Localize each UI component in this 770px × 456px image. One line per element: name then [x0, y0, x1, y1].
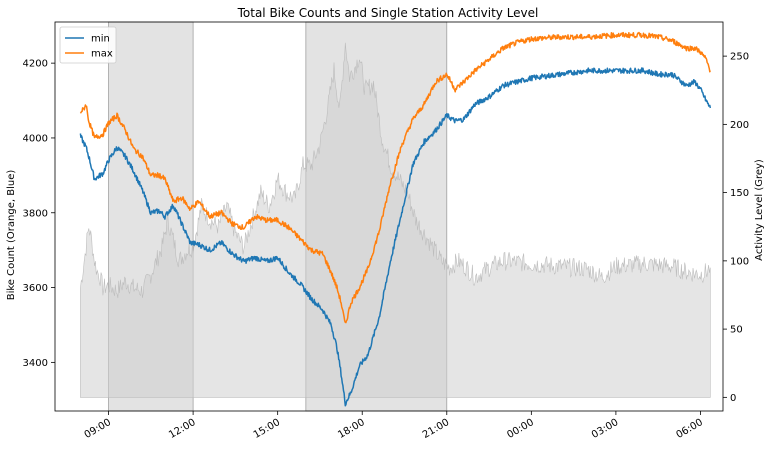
chart-title: Total Bike Counts and Single Station Act… [237, 6, 539, 20]
x-tick-label: 03:00 [590, 417, 620, 441]
left-y-tick-label: 3600 [23, 283, 48, 294]
right-y-tick-label: 250 [730, 52, 749, 63]
x-tick-label: 12:00 [167, 417, 197, 441]
plot-frame [54, 21, 724, 412]
legend-label-max: max [91, 49, 113, 60]
left-y-tick-label: 3400 [23, 358, 48, 369]
x-tick-label: 06:00 [674, 417, 704, 441]
x-tick-label: 00:00 [505, 417, 535, 441]
legend-box [59, 26, 117, 64]
x-tick-label: 21:00 [421, 417, 451, 441]
right-y-axis-ticks: 0 50 100 150 200 250 [723, 52, 749, 404]
series-max-line [79, 31, 711, 324]
right-y-tick-label: 200 [730, 120, 749, 131]
activity-area [80, 42, 711, 398]
x-tick-label: 18:00 [336, 417, 366, 441]
legend-label-min: min [91, 34, 110, 45]
right-y-tick-label: 150 [730, 188, 749, 199]
left-y-axis-ticks: 3400 3600 3800 4000 4200 [23, 59, 55, 369]
right-y-tick-label: 100 [730, 256, 749, 267]
right-y-axis-label: Activity Level (Grey) [754, 159, 765, 261]
x-axis-ticks: 09:00 12:00 15:00 18:00 21:00 00:00 03:00 06:00 [83, 411, 705, 441]
left-y-tick-label: 4200 [23, 59, 48, 70]
x-tick-label: 15:00 [252, 417, 282, 441]
legend: min max [59, 26, 117, 64]
series-min-line [79, 67, 712, 407]
left-y-axis-label: Bike Count (Orange, Blue) [6, 170, 17, 301]
right-y-tick-label: 0 [730, 393, 736, 404]
right-y-tick-label: 50 [730, 325, 743, 336]
left-y-tick-label: 4000 [23, 133, 48, 144]
series-activity-area [80, 42, 711, 398]
left-y-tick-label: 3800 [23, 208, 48, 219]
series-lines [79, 31, 712, 407]
x-tick-label: 09:00 [83, 417, 113, 441]
